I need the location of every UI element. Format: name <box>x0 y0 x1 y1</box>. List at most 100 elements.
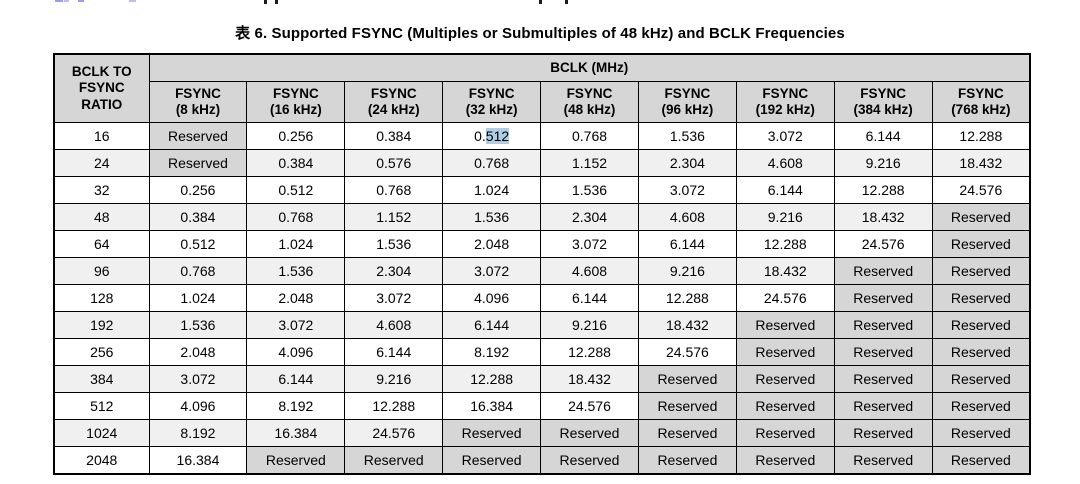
bclk-value-cell: 18.432 <box>540 365 639 393</box>
reserved-cell: Reserved <box>344 446 444 475</box>
table-row: 2048 16.384 Reserved Reserved Reserved Reserv… <box>53 446 1031 475</box>
bclk-value-cell: 12.288 <box>931 122 1031 150</box>
reserved-cell: Reserved <box>246 446 346 475</box>
reserved-cell: Reserved <box>833 311 933 339</box>
bclk-value-cell: 0.512 <box>246 176 346 204</box>
reserved-cell: Reserved <box>931 284 1031 312</box>
reserved-cell: Reserved <box>735 392 835 420</box>
fsync-header-label: FSYNC <box>566 85 613 101</box>
reserved-cell: Reserved <box>931 365 1031 393</box>
clipped-text-line <box>0 0 1080 6</box>
reserved-cell: Reserved <box>735 338 835 366</box>
bclk-value-cell: 0.384 <box>148 203 248 231</box>
ratio-cell: 24 <box>53 149 150 177</box>
bclk-value-cell: 4.096 <box>442 284 542 312</box>
bclk-value-cell: 24.576 <box>637 338 737 366</box>
table-row: 24 Reserved 0.384 0.576 0.768 1.152 2.304 4.608… <box>53 149 1031 177</box>
ratio-cell: 32 <box>53 176 150 204</box>
table-row: 64 0.512 1.024 1.536 2.048 3.072 6.144 12.288 24… <box>53 230 1031 258</box>
bclk-value-cell: 18.432 <box>931 149 1031 177</box>
ratio-cell: 64 <box>53 230 150 258</box>
table-row: 192 1.536 3.072 4.608 6.144 9.216 18.432 Reserv… <box>53 311 1031 339</box>
selected-text-highlight: 512 <box>485 128 510 144</box>
bclk-value-cell: 0.384 <box>344 122 444 150</box>
bclk-value-cell: 12.288 <box>344 392 444 420</box>
bclk-value-cell: 3.072 <box>637 176 737 204</box>
reserved-cell: Reserved <box>931 257 1031 285</box>
bclk-value-cell: 2.048 <box>246 284 346 312</box>
reserved-cell: Reserved <box>637 365 737 393</box>
bclk-value-cell: 1.536 <box>344 230 444 258</box>
table-row: 96 0.768 1.536 2.304 3.072 4.608 9.216 18.432 Re… <box>53 257 1031 285</box>
reserved-cell: Reserved <box>442 446 542 475</box>
bclk-value-cell: 2.048 <box>442 230 542 258</box>
bclk-value-cell: 3.072 <box>246 311 346 339</box>
reserved-cell: Reserved <box>833 446 933 475</box>
bclk-value-cell: 2.304 <box>344 257 444 285</box>
bclk-value-cell: 1.152 <box>344 203 444 231</box>
bclk-value-cell: 3.072 <box>442 257 542 285</box>
fsync-header-rate: (384 kHz) <box>853 102 913 117</box>
bclk-value-cell: 24.576 <box>735 284 835 312</box>
clipped-line-fragment <box>55 0 63 2</box>
fsync-header-rate: (768 kHz) <box>951 102 1011 117</box>
table-row: 16 Reserved 0.256 0.384 0.512 0.768 1.536 3.072… <box>53 122 1031 150</box>
bclk-value-cell: 24.576 <box>540 392 639 420</box>
bclk-value-cell: 24.576 <box>931 176 1031 204</box>
bclk-value-cell: 1.152 <box>540 149 639 177</box>
fsync-column-header: FSYNC (24 kHz) <box>344 81 444 123</box>
bclk-value-cell: 6.144 <box>442 311 542 339</box>
fsync-header-rate: (16 kHz) <box>269 102 322 117</box>
clipped-line-fragment <box>129 0 136 2</box>
reserved-cell: Reserved <box>540 419 639 447</box>
fsync-header-label: FSYNC <box>664 85 711 101</box>
bclk-value-cell: 0.384 <box>246 149 346 177</box>
bclk-value-cell: 4.608 <box>540 257 639 285</box>
fsync-column-header: FSYNC (16 kHz) <box>246 81 346 123</box>
fsync-header-label: FSYNC <box>762 85 809 101</box>
bclk-value-cell: 1.024 <box>442 176 542 204</box>
bclk-value-cell: 2.304 <box>637 149 737 177</box>
bclk-value-cell: 6.144 <box>344 338 444 366</box>
bclk-value-cell: 9.216 <box>540 311 639 339</box>
bclk-value-cell: 1.024 <box>246 230 346 258</box>
fsync-column-header: FSYNC (96 kHz) <box>637 81 737 123</box>
table-row: 256 2.048 4.096 6.144 8.192 12.288 24.576 Reser… <box>53 338 1031 366</box>
fsync-column-header-row: FSYNC (8 kHz) FSYNC (16 kHz) FSYNC (24 kHz) FS… <box>54 81 1031 123</box>
fsync-header-rate: (32 kHz) <box>465 102 518 117</box>
bclk-value-cell: 12.288 <box>442 365 542 393</box>
bclk-value-cell: 16.384 <box>442 392 542 420</box>
bclk-mhz-group-header: BCLK (MHz) <box>148 53 1031 82</box>
fsync-header-rate: (48 kHz) <box>563 102 616 117</box>
bclk-value-cell: 6.144 <box>540 284 639 312</box>
reserved-cell: Reserved <box>833 392 933 420</box>
reserved-cell: Reserved <box>637 419 737 447</box>
ratio-cell: 96 <box>53 257 150 285</box>
bclk-value-cell: 0.512 <box>148 230 248 258</box>
reserved-cell: Reserved <box>735 365 835 393</box>
bclk-value-cell: 12.288 <box>637 284 737 312</box>
reserved-cell: Reserved <box>931 203 1031 231</box>
bclk-value-cell: 8.192 <box>442 338 542 366</box>
reserved-cell: Reserved <box>833 257 933 285</box>
bclk-value-cell: 24.576 <box>344 419 444 447</box>
clipped-line-fragment <box>78 0 84 2</box>
bclk-value-cell: 9.216 <box>735 203 835 231</box>
reserved-cell: Reserved <box>931 392 1031 420</box>
bclk-value-cell: 0.256 <box>148 176 248 204</box>
reserved-cell: Reserved <box>735 446 835 475</box>
reserved-cell: Reserved <box>735 311 835 339</box>
bclk-value-cell: 4.608 <box>735 149 835 177</box>
bclk-value-cell: 0.576 <box>344 149 444 177</box>
bclk-value-cell: 4.096 <box>148 392 248 420</box>
reserved-cell: Reserved <box>148 122 248 150</box>
bclk-value-cell: 1.536 <box>148 311 248 339</box>
table-row: 32 0.256 0.512 0.768 1.024 1.536 3.072 6.144 12.… <box>53 176 1031 204</box>
bclk-value-cell: 3.072 <box>540 230 639 258</box>
table-row: 512 4.096 8.192 12.288 16.384 24.576 Reserved R… <box>53 392 1031 420</box>
reserved-cell: Reserved <box>637 392 737 420</box>
bclk-value-cell: 4.608 <box>344 311 444 339</box>
bclk-value-cell: 9.216 <box>833 149 933 177</box>
ratio-cell: 512 <box>53 392 150 420</box>
